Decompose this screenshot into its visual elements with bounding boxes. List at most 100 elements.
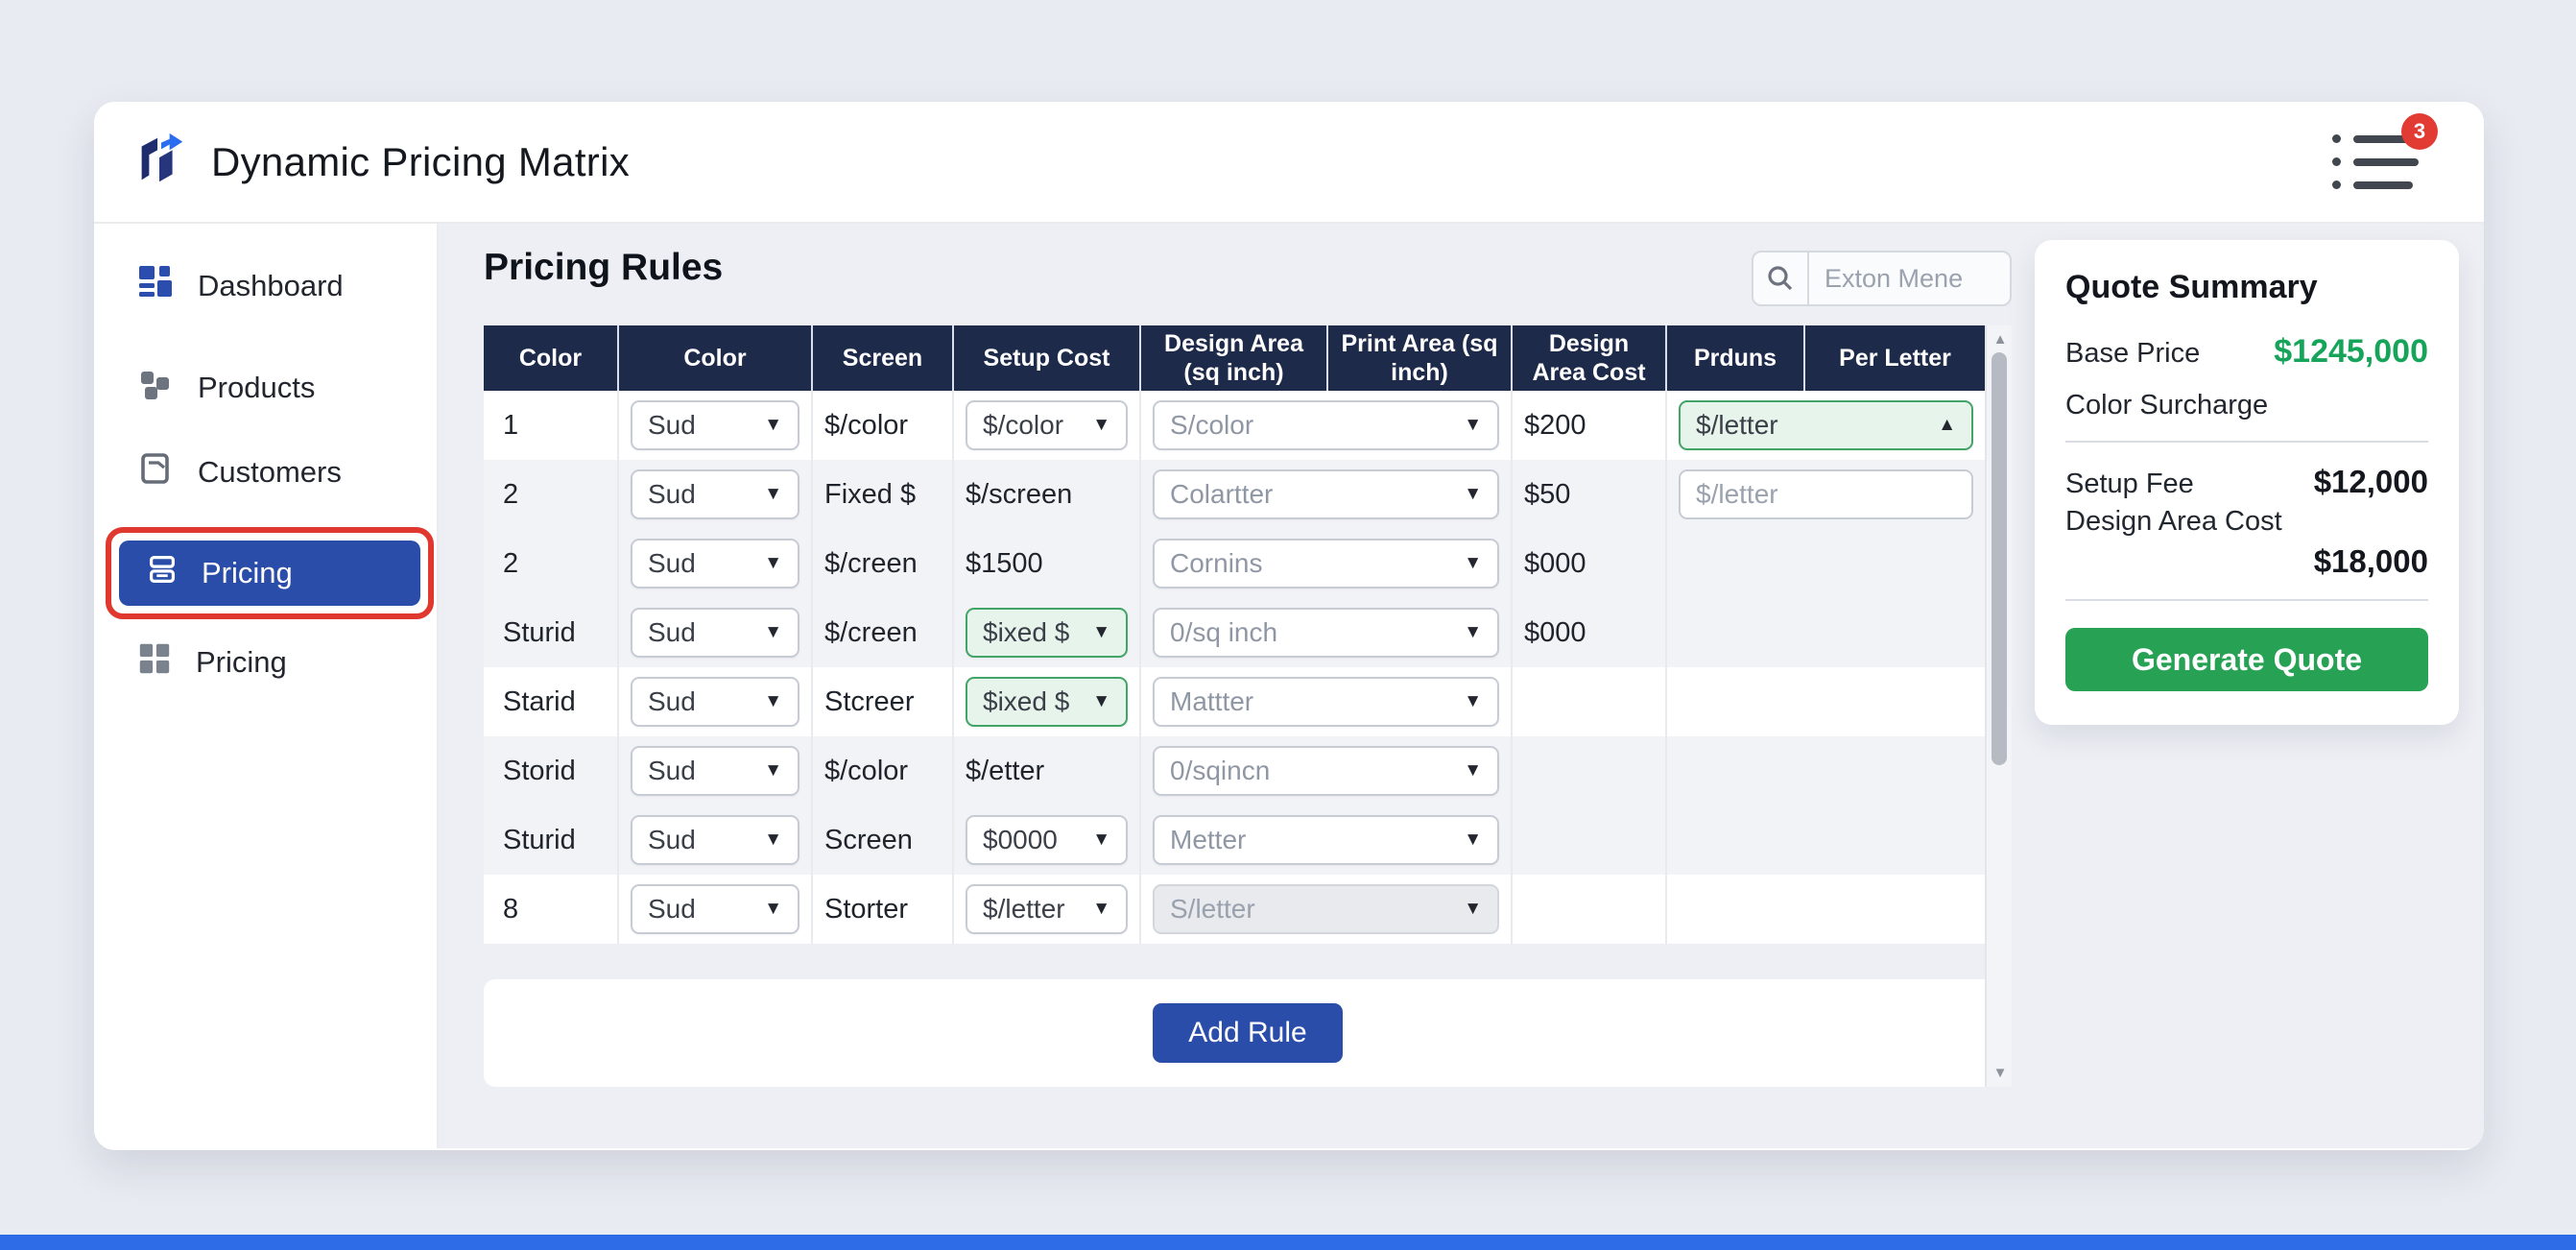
chevron-down-icon: ▼	[1092, 622, 1110, 642]
column-header: Design Area Cost	[1512, 325, 1667, 391]
cell-select[interactable]: Cornins ▼	[1153, 539, 1499, 589]
add-rule-button[interactable]: Add Rule	[1153, 1003, 1343, 1063]
table-row: Sturid Sud ▼ $/creen $ixed $ ▼ 0/sq inch ▼ $000	[484, 598, 1985, 667]
chevron-down-icon: ▼	[1092, 899, 1110, 919]
cell-text: $/creen	[812, 598, 954, 667]
cell-empty	[1666, 529, 1985, 598]
select-value: Mattter	[1170, 686, 1254, 716]
column-header: Color	[618, 325, 813, 391]
select-value: $/letter	[983, 894, 1065, 924]
select-value: S/color	[1170, 410, 1254, 440]
cell-input[interactable]: $/letter	[1679, 469, 1973, 519]
table-header-row: Color Color Screen Setup Cost Design Area (s…	[484, 325, 1985, 391]
select-value: Sud	[648, 617, 696, 647]
generate-quote-button[interactable]: Generate Quote	[2065, 628, 2428, 691]
search-input[interactable]	[1809, 263, 1992, 294]
cell: $/letter ▼	[953, 875, 1141, 944]
select-value: 0/sqincn	[1170, 756, 1271, 785]
cell: $ixed $ ▼	[953, 667, 1141, 736]
cell-empty	[1512, 805, 1667, 875]
cell-select[interactable]: $ixed $ ▼	[966, 608, 1128, 658]
cell-select[interactable]: $ixed $ ▼	[966, 677, 1128, 727]
cell-text: $000	[1512, 529, 1667, 598]
select-value: Sud	[648, 410, 696, 440]
cell-select[interactable]: $/letter ▼	[966, 884, 1128, 934]
table-scrollbar[interactable]: ▲ ▼	[1985, 325, 2012, 1087]
chevron-down-icon: ▼	[1092, 415, 1110, 435]
quote-summary-title: Quote Summary	[2065, 269, 2318, 305]
app-logo-icon	[131, 130, 190, 194]
cell-select[interactable]: Sud ▼	[631, 400, 799, 450]
sidebar-item-label: Pricing	[196, 645, 287, 679]
sidebar-item-dashboard[interactable]: Dashboard	[94, 256, 437, 316]
cell-text: Screen	[812, 805, 954, 875]
sidebar-item-pricing-2[interactable]: Pricing	[94, 633, 437, 692]
select-value: Cornins	[1170, 548, 1263, 578]
cell-text: Storter	[812, 875, 954, 944]
sidebar-item-customers[interactable]: Customers	[94, 443, 437, 502]
sidebar-item-label: Products	[198, 371, 316, 404]
cell: Mattter ▼	[1140, 667, 1513, 736]
app-header: Dynamic Pricing Matrix 3	[94, 102, 2484, 224]
table-row: 2 Sud ▼ $/creen $1500 Cornins ▼ $000	[484, 529, 1985, 598]
search-icon	[1753, 252, 1809, 304]
cell: Cornins ▼	[1140, 529, 1513, 598]
cell-select[interactable]: Sud ▼	[631, 539, 799, 589]
cell-select[interactable]: Sud ▼	[631, 677, 799, 727]
cell-select[interactable]: Metter ▼	[1153, 815, 1499, 865]
scrollbar-down-icon[interactable]: ▼	[1992, 1065, 2008, 1081]
table-row: Sturid Sud ▼ Screen $0000 ▼ Metter ▼	[484, 805, 1985, 875]
cell-select[interactable]: 0/sq inch ▼	[1153, 608, 1499, 658]
chevron-down-icon: ▼	[764, 760, 782, 781]
sidebar-item-pricing-active[interactable]: Pricing	[119, 541, 420, 606]
cell-select[interactable]: 0/sqincn ▼	[1153, 746, 1499, 796]
cell-select[interactable]: Sud ▼	[631, 608, 799, 658]
cell-text: $/color	[812, 736, 954, 805]
column-header: Prduns	[1666, 325, 1805, 391]
cell-empty	[1666, 875, 1985, 944]
bottom-accent-bar	[0, 1235, 2576, 1250]
chevron-down-icon: ▼	[764, 415, 782, 435]
select-value: Sud	[648, 894, 696, 924]
cell-empty	[1512, 667, 1667, 736]
scrollbar-thumb[interactable]	[1992, 352, 2007, 765]
table-row: 1 Sud ▼ $/color $/color ▼ S/color ▼ $200 $/letter…	[484, 391, 1985, 460]
cell-select[interactable]: $0000 ▼	[966, 815, 1128, 865]
cell-select[interactable]: $/color ▼	[966, 400, 1128, 450]
cell-select[interactable]: Sud ▼	[631, 815, 799, 865]
cell: Sud ▼	[618, 736, 813, 805]
column-header: Color	[484, 325, 619, 391]
search-box[interactable]	[1752, 251, 2012, 306]
cell-select[interactable]: Colartter ▼	[1153, 469, 1499, 519]
cell: $ixed $ ▼	[953, 598, 1141, 667]
notifications-menu-button[interactable]: 3	[2326, 113, 2438, 195]
base-price-label: Base Price	[2065, 338, 2201, 369]
scrollbar-up-icon[interactable]: ▲	[1992, 331, 2008, 348]
chevron-down-icon: ▼	[764, 691, 782, 711]
divider	[2065, 599, 2428, 601]
cell: $0000 ▼	[953, 805, 1141, 875]
cell-select[interactable]: S/letter ▼	[1153, 884, 1499, 934]
cell: $/letter	[1666, 460, 1985, 529]
cell-text: $/etter	[953, 736, 1141, 805]
cell-select[interactable]: Sud ▼	[631, 884, 799, 934]
cell-select[interactable]: Sud ▼	[631, 746, 799, 796]
chevron-down-icon: ▼	[764, 899, 782, 919]
cell-select[interactable]: Sud ▼	[631, 469, 799, 519]
sidebar-item-products[interactable]: Products	[94, 358, 437, 418]
cell-text: $/color	[812, 391, 954, 460]
cell-text: Stcreer	[812, 667, 954, 736]
notification-badge: 3	[2401, 113, 2438, 150]
app-window: Dynamic Pricing Matrix 3	[94, 102, 2484, 1150]
cell: Sud ▼	[618, 529, 813, 598]
cell-text: $50	[1512, 460, 1667, 529]
cell-select[interactable]: S/color ▼	[1153, 400, 1499, 450]
cell-select[interactable]: $/letter ▲	[1679, 400, 1973, 450]
select-value: Colartter	[1170, 479, 1274, 509]
cell-text: Starid	[484, 667, 619, 736]
cell-select[interactable]: Mattter ▼	[1153, 677, 1499, 727]
cell: Sud ▼	[618, 391, 813, 460]
cell: Sud ▼	[618, 875, 813, 944]
design-area-cost-label: Design Area Cost	[2065, 506, 2282, 537]
click-annotation-box: Pricing	[106, 527, 434, 619]
